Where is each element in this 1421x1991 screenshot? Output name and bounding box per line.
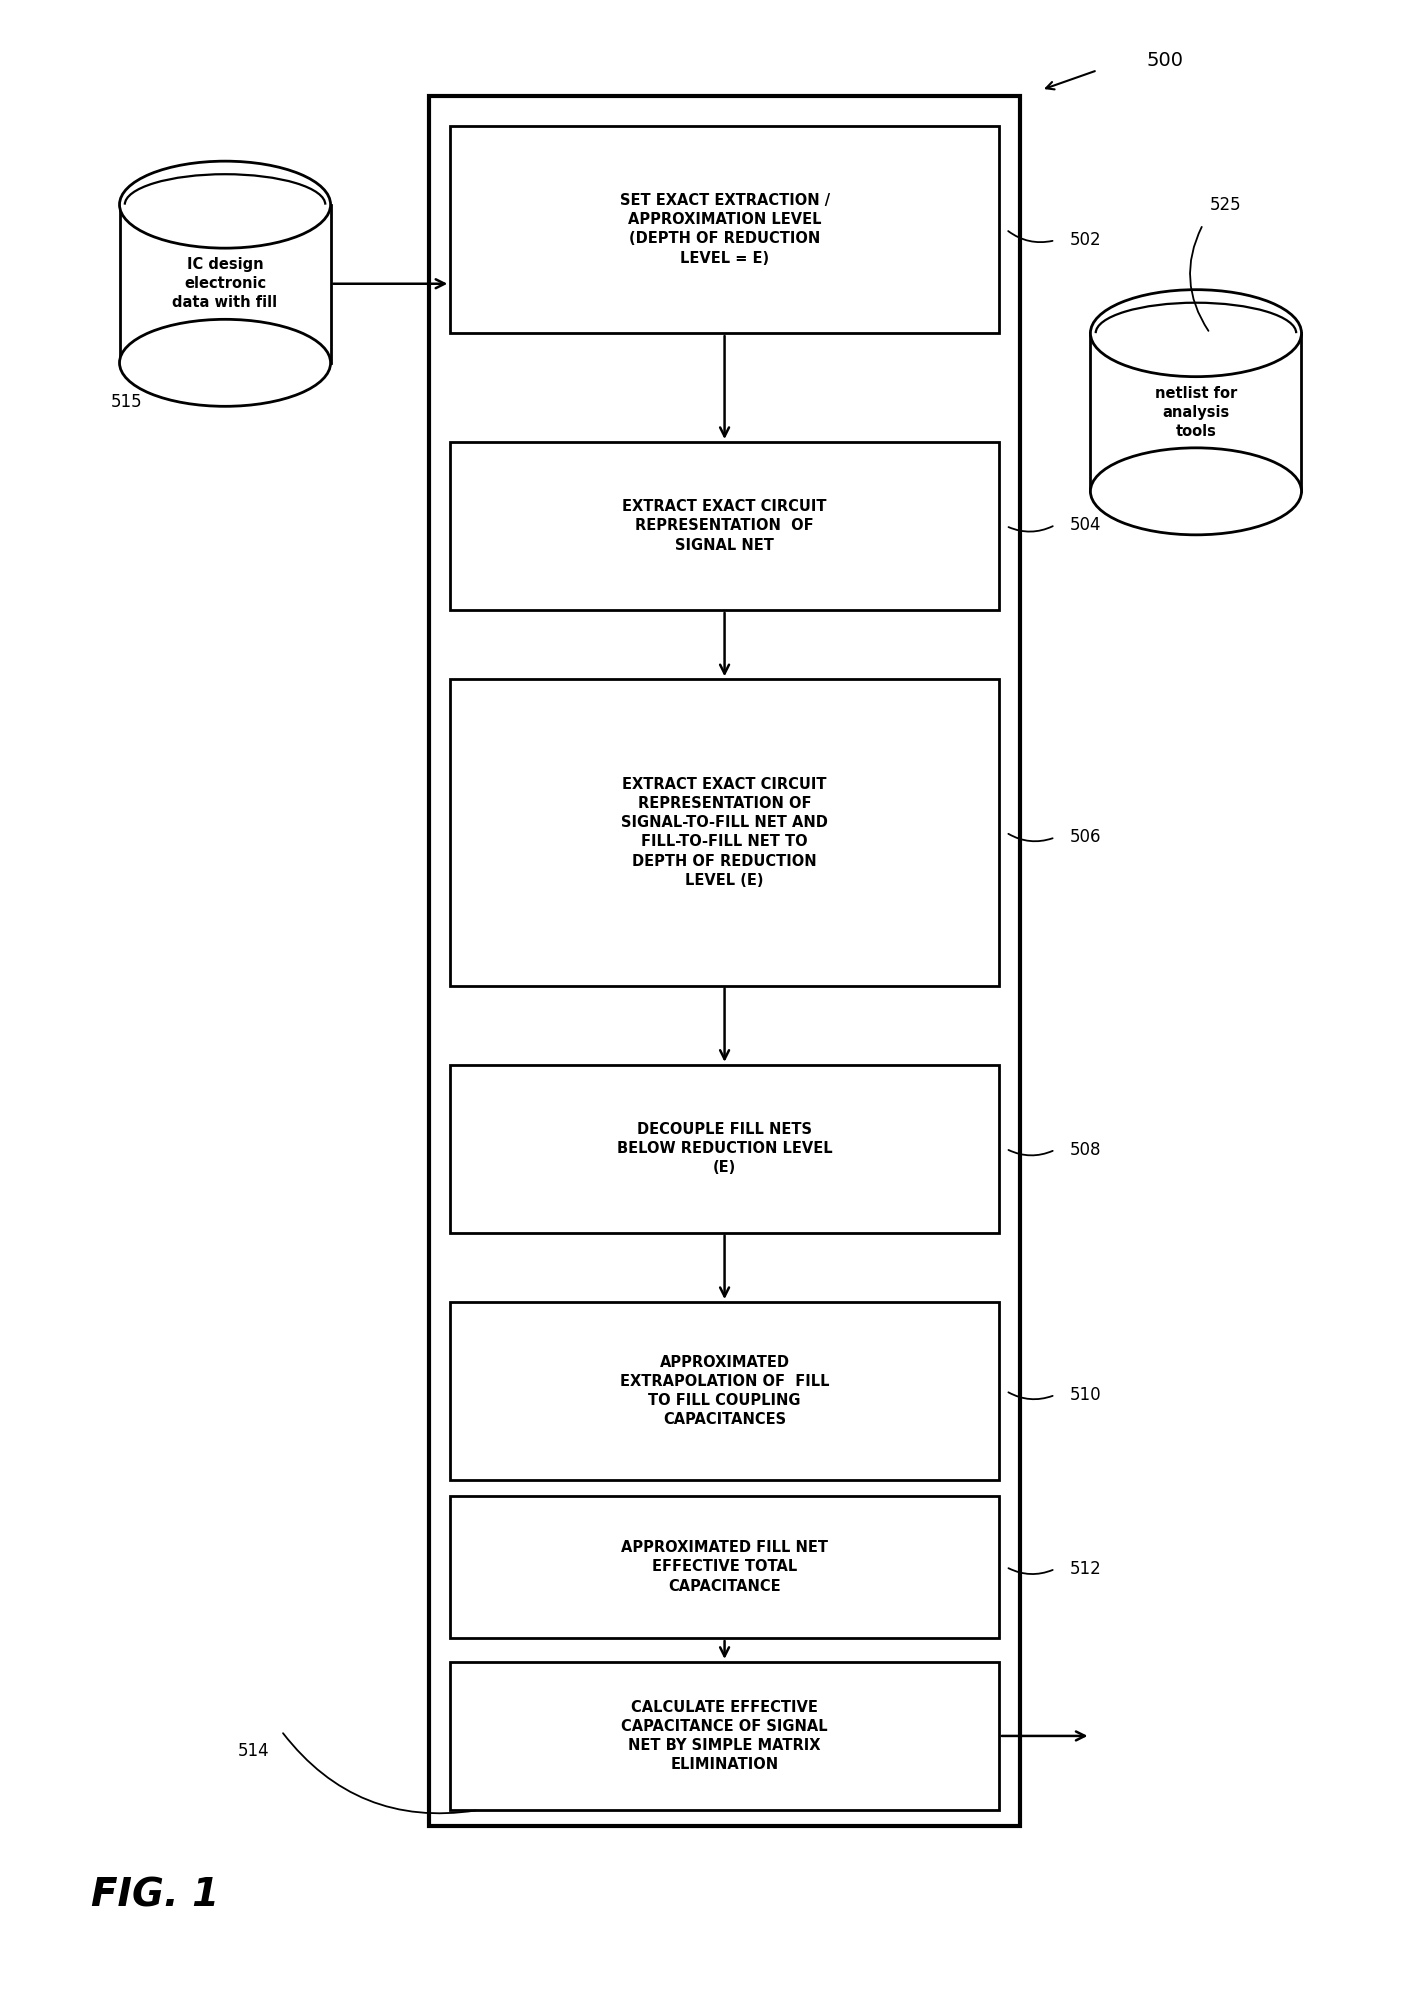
- Text: EXTRACT EXACT CIRCUIT
REPRESENTATION  OF
SIGNAL NET: EXTRACT EXACT CIRCUIT REPRESENTATION OF …: [622, 500, 827, 553]
- Text: 510: 510: [1070, 1386, 1101, 1404]
- Ellipse shape: [119, 161, 331, 249]
- FancyBboxPatch shape: [429, 96, 1020, 1826]
- FancyBboxPatch shape: [450, 1302, 999, 1479]
- Text: FIG. 1: FIG. 1: [91, 1876, 219, 1913]
- FancyBboxPatch shape: [450, 1495, 999, 1639]
- Ellipse shape: [1090, 448, 1302, 536]
- Ellipse shape: [119, 319, 331, 406]
- Text: 515: 515: [111, 394, 142, 412]
- Text: 504: 504: [1070, 516, 1101, 534]
- FancyBboxPatch shape: [450, 442, 999, 609]
- Text: 512: 512: [1070, 1559, 1101, 1577]
- Text: 525: 525: [1211, 195, 1242, 213]
- FancyBboxPatch shape: [450, 1065, 999, 1232]
- Text: APPROXIMATED FILL NET
EFFECTIVE TOTAL
CAPACITANCE: APPROXIMATED FILL NET EFFECTIVE TOTAL CA…: [621, 1541, 828, 1593]
- Text: IC design
electronic
data with fill: IC design electronic data with fill: [172, 257, 277, 311]
- Text: CALCULATE EFFECTIVE
CAPACITANCE OF SIGNAL
NET BY SIMPLE MATRIX
ELIMINATION: CALCULATE EFFECTIVE CAPACITANCE OF SIGNA…: [621, 1700, 828, 1772]
- Text: DECOUPLE FILL NETS
BELOW REDUCTION LEVEL
(E): DECOUPLE FILL NETS BELOW REDUCTION LEVEL…: [617, 1123, 833, 1175]
- Text: 508: 508: [1070, 1141, 1101, 1159]
- Text: 514: 514: [237, 1742, 269, 1760]
- Ellipse shape: [1090, 289, 1302, 376]
- Text: 502: 502: [1070, 231, 1101, 249]
- Text: 506: 506: [1070, 828, 1101, 846]
- FancyBboxPatch shape: [450, 679, 999, 986]
- FancyBboxPatch shape: [450, 1662, 999, 1810]
- Text: SET EXACT EXTRACTION /
APPROXIMATION LEVEL
(DEPTH OF REDUCTION
LEVEL = E): SET EXACT EXTRACTION / APPROXIMATION LEV…: [620, 193, 830, 265]
- Text: APPROXIMATED
EXTRAPOLATION OF  FILL
TO FILL COUPLING
CAPACITANCES: APPROXIMATED EXTRAPOLATION OF FILL TO FI…: [620, 1354, 830, 1428]
- Text: 500: 500: [1147, 52, 1184, 70]
- Text: netlist for
analysis
tools: netlist for analysis tools: [1155, 386, 1238, 438]
- Text: EXTRACT EXACT CIRCUIT
REPRESENTATION OF
SIGNAL-TO-FILL NET AND
FILL-TO-FILL NET : EXTRACT EXACT CIRCUIT REPRESENTATION OF …: [621, 776, 828, 888]
- FancyBboxPatch shape: [450, 125, 999, 332]
